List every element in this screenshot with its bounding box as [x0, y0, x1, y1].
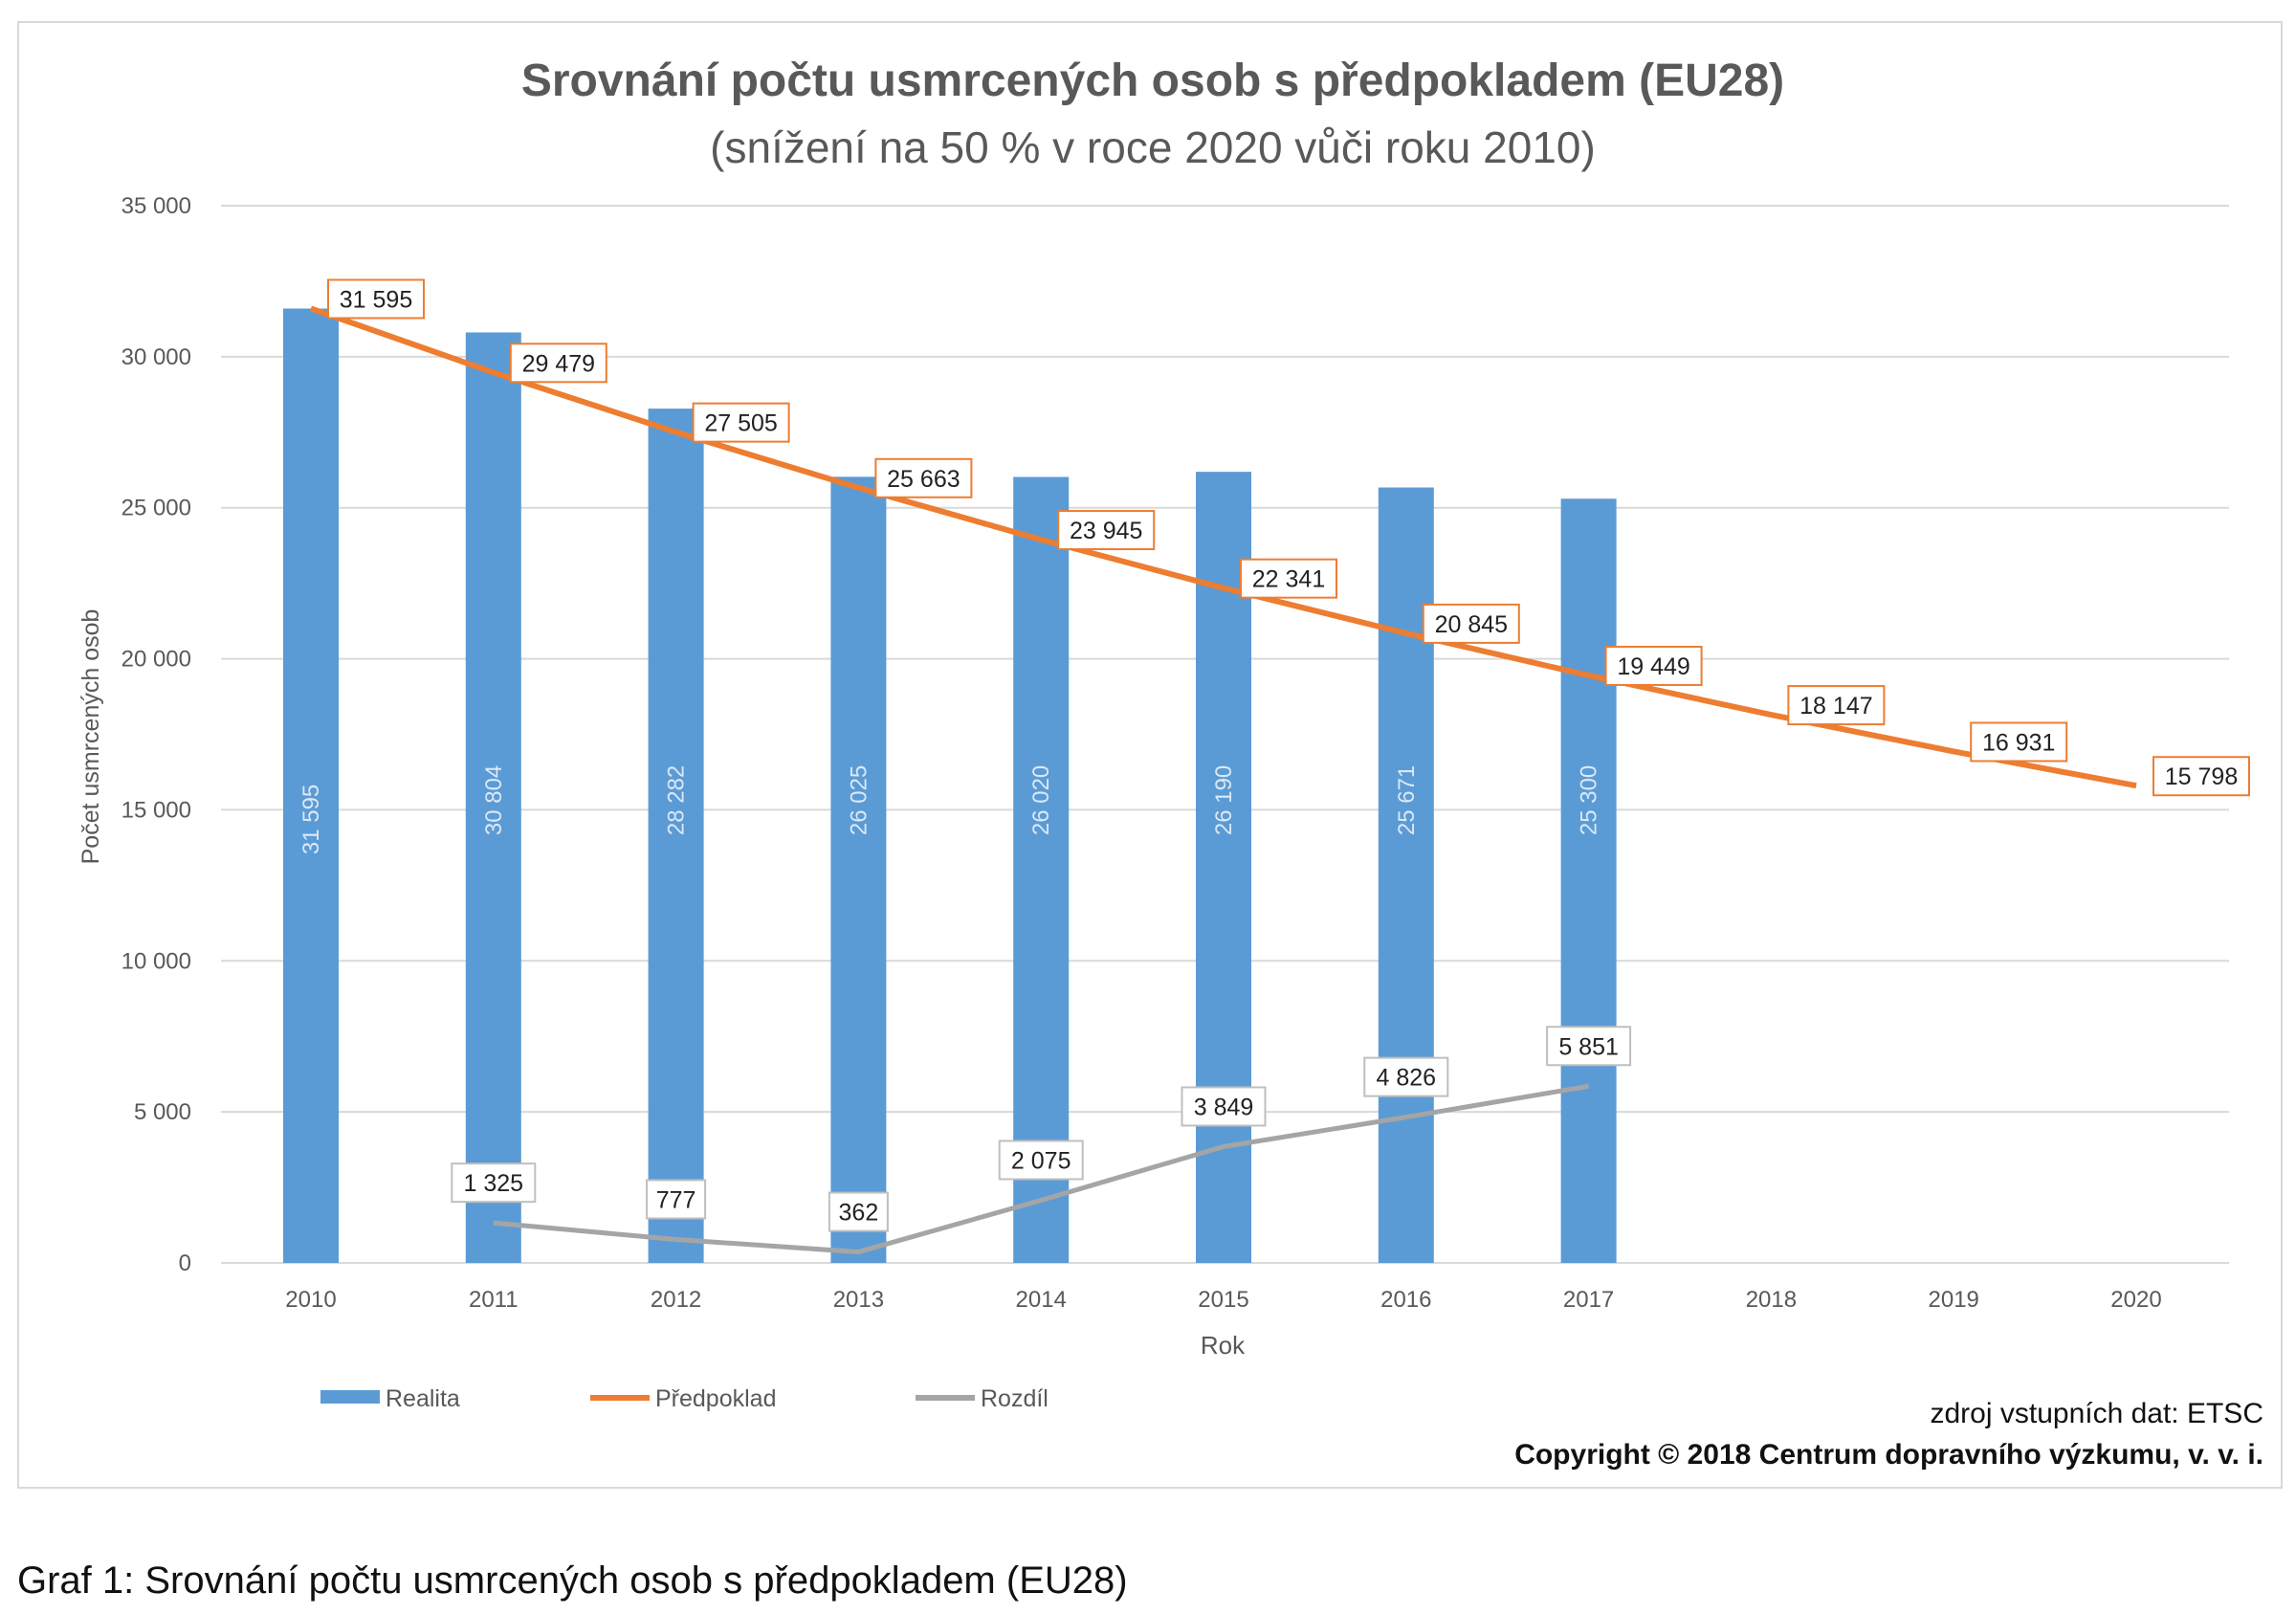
rozdil-label: 5 851	[1558, 1033, 1619, 1060]
predpoklad-label: 18 147	[1799, 693, 1872, 719]
predpoklad-label: 29 479	[522, 350, 595, 377]
bar-realita	[465, 332, 521, 1263]
predpoklad-label-box	[1604, 645, 1703, 686]
x-tick-label: 2015	[1198, 1287, 1248, 1313]
predpoklad-label: 15 798	[2165, 763, 2238, 790]
bar-label: 31 595	[298, 785, 324, 854]
x-axis-title: Rok	[1201, 1331, 1246, 1360]
x-tick-label: 2012	[651, 1287, 701, 1313]
predpoklad-label-box	[509, 343, 607, 384]
predpoklad-label-box	[2152, 756, 2250, 797]
figure-caption: Graf 1: Srovnání počtu usmrcených osob s…	[17, 1560, 1128, 1602]
rozdil-label: 1 325	[464, 1170, 524, 1197]
copyright-note: Copyright © 2018 Centrum dopravního výzk…	[1514, 1439, 2263, 1471]
y-tick-label: 25 000	[121, 496, 191, 521]
x-tick-label: 2017	[1563, 1287, 1614, 1313]
bar-label: 30 804	[481, 765, 507, 835]
predpoklad-label-box	[1422, 603, 1520, 644]
rozdil-label-box	[646, 1179, 707, 1220]
bar-label: 26 025	[846, 765, 872, 835]
rozdil-label: 777	[656, 1186, 696, 1213]
x-tick-label: 2011	[469, 1287, 519, 1313]
predpoklad-label: 23 945	[1070, 518, 1142, 544]
rozdil-label-box	[1181, 1086, 1267, 1127]
legend-swatch	[320, 1390, 380, 1404]
x-tick-label: 2013	[833, 1287, 884, 1313]
rozdil-label-box	[1363, 1056, 1449, 1097]
bar-label: 28 282	[664, 765, 690, 835]
y-tick-label: 20 000	[121, 647, 191, 673]
rozdil-label: 4 826	[1377, 1065, 1437, 1092]
line-predpoklad	[310, 305, 2137, 789]
bar-realita	[1013, 476, 1070, 1263]
predpoklad-label: 16 931	[1982, 729, 2055, 756]
legend-label: Rozdíl	[981, 1385, 1049, 1412]
bar-label: 25 300	[1577, 765, 1602, 835]
predpoklad-label-box	[1787, 685, 1886, 726]
y-tick-label: 0	[179, 1250, 191, 1276]
predpoklad-label-box	[1057, 510, 1156, 551]
source-note: zdroj vstupních dat: ETSC	[1931, 1398, 2264, 1429]
predpoklad-label: 19 449	[1617, 653, 1689, 680]
predpoklad-label-box	[874, 457, 973, 498]
predpoklad-label: 25 663	[887, 466, 960, 493]
bar-label: 26 020	[1028, 765, 1054, 835]
predpoklad-label: 27 505	[704, 410, 777, 437]
x-tick-label: 2010	[285, 1287, 336, 1313]
predpoklad-label-box	[1970, 721, 2068, 763]
rozdil-label: 3 849	[1194, 1094, 1254, 1120]
bar-realita	[1560, 498, 1617, 1263]
bar-label: 25 671	[1394, 765, 1420, 835]
line-rozdil	[493, 1083, 1590, 1255]
rozdil-label-box	[998, 1139, 1084, 1181]
rozdil-label-box	[1546, 1026, 1632, 1067]
y-tick-label: 15 000	[121, 797, 191, 823]
y-tick-label: 5 000	[134, 1099, 191, 1125]
predpoklad-label-box	[1240, 558, 1337, 599]
bar-realita	[648, 409, 704, 1263]
predpoklad-label-box	[327, 278, 425, 320]
x-tick-label: 2016	[1380, 1287, 1431, 1313]
rozdil-label-box	[451, 1162, 537, 1204]
x-tick-label: 2018	[1746, 1287, 1797, 1313]
y-tick-label: 10 000	[121, 948, 191, 974]
y-axis-title: Počet usmrcených osob	[77, 609, 104, 865]
x-tick-label: 2014	[1016, 1287, 1067, 1313]
predpoklad-label: 20 845	[1435, 611, 1508, 638]
legend-label: Realita	[386, 1385, 460, 1412]
rozdil-label: 362	[839, 1200, 879, 1227]
chart-title: Srovnání počtu usmrcených osob s předpok…	[521, 55, 1784, 106]
y-tick-label: 35 000	[121, 193, 191, 219]
bar-realita	[283, 308, 339, 1263]
x-tick-label: 2019	[1929, 1287, 1979, 1313]
x-tick-label: 2020	[2110, 1287, 2161, 1313]
predpoklad-label: 22 341	[1252, 566, 1325, 593]
legend-label: Předpoklad	[655, 1385, 776, 1412]
rozdil-label: 2 075	[1011, 1147, 1071, 1174]
y-tick-label: 30 000	[121, 344, 191, 370]
bar-realita	[1196, 472, 1251, 1263]
bar-realita	[830, 476, 887, 1263]
bar-label: 26 190	[1211, 765, 1237, 835]
chart-frame	[17, 21, 2283, 1489]
predpoklad-label-box	[692, 402, 790, 443]
chart-subtitle: (snížení na 50 % v roce 2020 vůči roku 2…	[710, 122, 1596, 172]
predpoklad-label: 31 595	[340, 287, 412, 314]
chart: Srovnání počtu usmrcených osob s předpok…	[77, 55, 2264, 1471]
rozdil-label-box	[828, 1191, 889, 1232]
